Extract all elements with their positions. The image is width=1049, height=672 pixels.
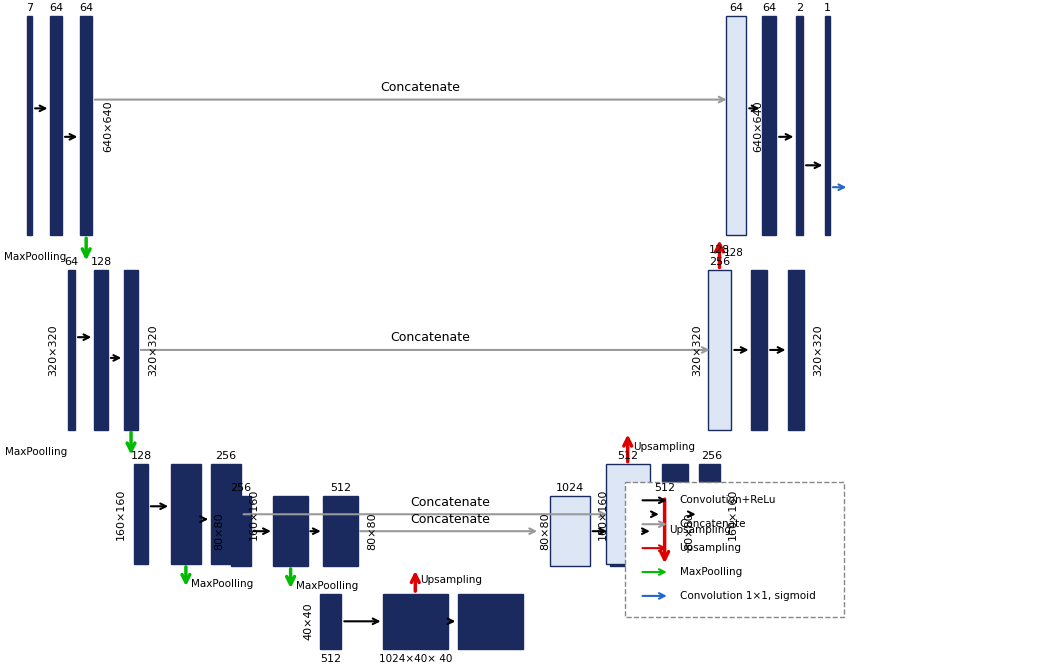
Text: MaxPoolling: MaxPoolling xyxy=(5,446,67,456)
Text: 64: 64 xyxy=(64,257,79,267)
Bar xyxy=(68,270,74,429)
Bar xyxy=(124,270,138,429)
Text: Upsampling: Upsampling xyxy=(680,543,742,553)
Text: 320×320: 320×320 xyxy=(692,324,703,376)
Text: Concatenate: Concatenate xyxy=(410,496,490,509)
Text: 64: 64 xyxy=(729,3,744,13)
Text: 1024×40× 40: 1024×40× 40 xyxy=(379,654,452,664)
Text: 256: 256 xyxy=(215,452,236,462)
Bar xyxy=(171,464,200,564)
Bar xyxy=(231,497,251,566)
Text: 160×160: 160×160 xyxy=(116,489,126,540)
Text: 1024: 1024 xyxy=(556,483,584,493)
Text: Concatenate: Concatenate xyxy=(390,331,470,345)
Bar xyxy=(652,497,677,566)
Text: 640×640: 640×640 xyxy=(753,100,764,152)
Bar xyxy=(763,16,776,235)
Text: 128: 128 xyxy=(90,257,112,267)
Text: Concatenate: Concatenate xyxy=(410,513,490,526)
Text: 1: 1 xyxy=(823,3,831,13)
Text: 512: 512 xyxy=(655,483,676,493)
Text: MaxPoolling: MaxPoolling xyxy=(680,567,742,577)
Text: 80×80: 80×80 xyxy=(367,512,378,550)
Bar xyxy=(707,270,731,429)
Text: Convolution+ReLu: Convolution+ReLu xyxy=(680,495,776,505)
Text: 512: 512 xyxy=(320,654,341,664)
Text: 320×320: 320×320 xyxy=(813,324,823,376)
Bar xyxy=(796,16,802,235)
Text: 128: 128 xyxy=(724,248,744,258)
Text: 128: 128 xyxy=(130,452,152,462)
Text: 64: 64 xyxy=(49,3,63,13)
Text: 128: 128 xyxy=(709,245,730,255)
Bar xyxy=(134,464,148,564)
Bar xyxy=(50,16,62,235)
Text: 320×320: 320×320 xyxy=(48,324,59,376)
Text: Upsampling: Upsampling xyxy=(669,526,731,535)
Bar xyxy=(211,464,241,564)
Text: 512: 512 xyxy=(617,452,638,462)
Text: 64: 64 xyxy=(79,3,93,13)
Text: 40×40: 40×40 xyxy=(303,603,314,640)
Bar xyxy=(80,16,92,235)
Text: MaxPoolling: MaxPoolling xyxy=(191,579,253,589)
Bar xyxy=(788,270,805,429)
Text: Concatenate: Concatenate xyxy=(381,81,461,94)
Bar xyxy=(273,497,308,566)
Text: Upsampling: Upsampling xyxy=(633,442,694,452)
Text: 64: 64 xyxy=(763,3,776,13)
Text: 2: 2 xyxy=(796,3,802,13)
Text: 640×640: 640×640 xyxy=(103,100,113,152)
Bar xyxy=(383,594,448,648)
Bar xyxy=(609,497,640,566)
Text: Concatenate: Concatenate xyxy=(680,519,746,530)
Text: Upsampling: Upsampling xyxy=(421,575,483,585)
Bar xyxy=(751,270,768,429)
Bar xyxy=(550,497,590,566)
Text: 80×80: 80×80 xyxy=(685,512,694,550)
Bar xyxy=(699,464,721,564)
Text: 320×320: 320×320 xyxy=(148,324,158,376)
Text: 256: 256 xyxy=(709,257,730,267)
Text: Convolution 1×1, sigmoid: Convolution 1×1, sigmoid xyxy=(680,591,815,601)
Text: 7: 7 xyxy=(26,3,33,13)
Bar xyxy=(457,594,522,648)
Text: 160×160: 160×160 xyxy=(249,489,259,540)
Text: 160×160: 160×160 xyxy=(727,489,737,540)
Bar xyxy=(94,270,108,429)
Bar xyxy=(727,16,747,235)
Text: 80×80: 80×80 xyxy=(540,512,550,550)
Text: 160×160: 160×160 xyxy=(598,489,607,540)
Text: 512: 512 xyxy=(330,483,351,493)
Bar xyxy=(320,594,342,648)
Text: 80×80: 80×80 xyxy=(214,512,223,550)
Text: MaxPoolling: MaxPoolling xyxy=(4,252,67,262)
Text: MaxPoolling: MaxPoolling xyxy=(296,581,358,591)
Bar xyxy=(825,16,830,235)
Bar xyxy=(605,464,649,564)
Bar xyxy=(323,497,358,566)
Bar xyxy=(662,464,687,564)
Bar xyxy=(27,16,31,235)
Text: 256: 256 xyxy=(230,483,252,493)
Bar xyxy=(625,482,844,617)
Text: 256: 256 xyxy=(701,452,722,462)
